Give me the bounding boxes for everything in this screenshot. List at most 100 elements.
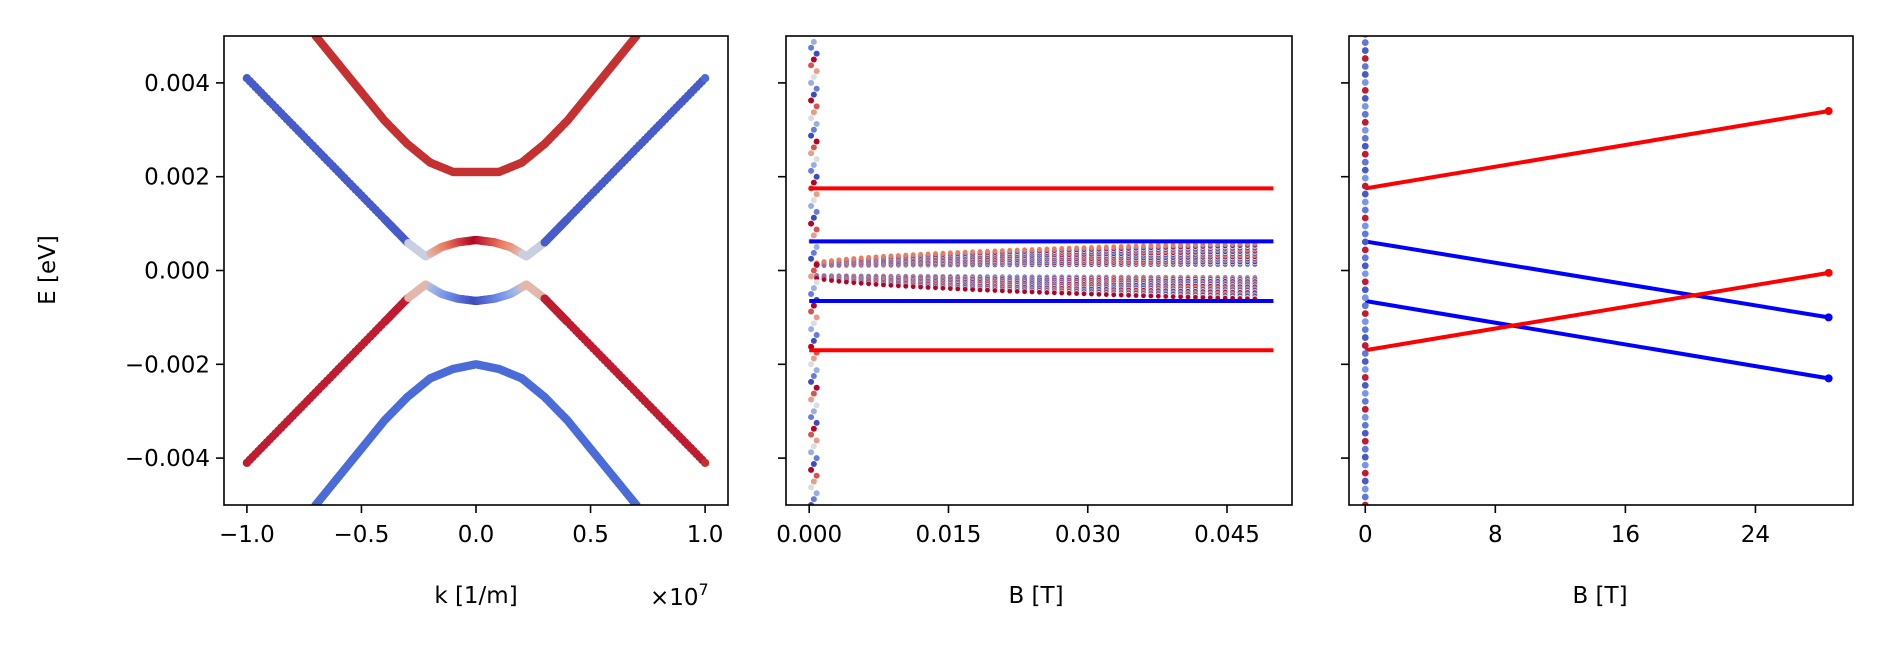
column-point: [1361, 118, 1369, 126]
column-point: [1361, 214, 1369, 222]
fan-point: [1111, 244, 1117, 250]
fan-point: [810, 144, 817, 151]
fan-point: [810, 91, 817, 98]
fan-point: [810, 214, 817, 221]
fan-point: [810, 408, 817, 415]
column-point: [1361, 493, 1369, 501]
fan-point: [851, 256, 857, 261]
column-point: [1361, 55, 1369, 62]
fan-point: [813, 490, 820, 497]
fan-point: [810, 267, 817, 274]
fan-point: [1207, 295, 1213, 301]
column-point: [1361, 485, 1369, 493]
x-tick-label: 0: [1358, 522, 1373, 548]
fan-point: [808, 466, 815, 473]
column-point: [1361, 286, 1369, 294]
column-point: [1361, 79, 1369, 86]
fan-point: [810, 126, 817, 133]
fan-point: [933, 285, 938, 291]
left-x-multiplier-exponent: 7: [699, 580, 709, 599]
fan-point: [808, 326, 815, 333]
fan-point: [808, 220, 815, 227]
fan-point: [810, 390, 817, 397]
fan-point: [810, 74, 817, 81]
fan-point: [970, 249, 976, 255]
fan-point: [858, 280, 864, 286]
fan-point: [895, 283, 901, 289]
fan-point: [810, 443, 817, 450]
fan-point: [1118, 292, 1124, 298]
level-line-2: [1364, 299, 1829, 381]
fan-point: [1007, 288, 1013, 294]
landau-fan: [808, 38, 1258, 505]
column-point: [1361, 270, 1369, 278]
fan-point: [1037, 289, 1042, 295]
fan-point: [992, 288, 998, 293]
x-tick-label: 1.0: [687, 522, 724, 548]
fan-point: [808, 484, 815, 491]
fan-point: [1133, 293, 1139, 298]
fan-point: [1178, 294, 1183, 300]
column-point: [1361, 477, 1369, 485]
fan-point: [810, 460, 817, 467]
y-tick-label: −0.002: [125, 352, 210, 378]
fan-point: [808, 115, 815, 122]
band-point: [700, 458, 710, 467]
fan-point: [1133, 243, 1139, 249]
fan-point: [1044, 246, 1050, 252]
column-point: [1361, 126, 1369, 134]
fan-point: [813, 85, 820, 92]
fan-point: [985, 248, 990, 254]
fan-point: [881, 253, 886, 259]
fan-point: [970, 287, 976, 292]
panel-middle-landau-fan: 0.000 0.015 0.030 0.045: [776, 35, 1293, 548]
fan-point: [813, 103, 820, 110]
fan-point: [810, 355, 817, 362]
fan-point: [810, 302, 817, 309]
fan-point: [895, 253, 901, 258]
column-point: [1361, 334, 1369, 341]
fan-point: [808, 203, 815, 210]
fan-point: [808, 449, 815, 456]
fan-point: [810, 249, 817, 256]
column-point: [1361, 302, 1369, 310]
fan-point: [925, 251, 931, 257]
column-point: [1361, 71, 1369, 78]
fan-point: [1103, 244, 1109, 250]
fan-point: [1014, 289, 1020, 294]
fan-point: [810, 197, 817, 204]
fan-point: [843, 256, 849, 262]
fan-point: [829, 278, 834, 283]
fan-point: [810, 179, 817, 186]
band-series-3: [242, 280, 710, 467]
fan-point: [808, 396, 815, 403]
fan-point: [813, 331, 820, 338]
fan-point: [808, 97, 815, 104]
x-tick-label: −1.0: [219, 522, 275, 548]
level-line-0: [1364, 109, 1829, 191]
column-point: [1361, 397, 1369, 405]
left-x-multiplier: ×107: [650, 580, 709, 611]
fan-point: [808, 167, 815, 174]
column-point: [1361, 453, 1369, 461]
fan-point: [836, 278, 842, 284]
fan-point: [1089, 291, 1094, 297]
column-point: [1361, 182, 1369, 190]
fan-point: [808, 44, 815, 51]
fan-point: [1126, 292, 1131, 298]
fan-point: [1148, 243, 1154, 248]
fan-point: [810, 337, 817, 344]
column-point: [1361, 318, 1369, 326]
band-series-2: [242, 74, 710, 261]
fan-point: [962, 286, 968, 292]
column-point: [1361, 429, 1369, 437]
fan-point: [888, 253, 894, 259]
fan-point: [918, 284, 924, 290]
column-point: [1361, 413, 1369, 421]
fan-point: [999, 248, 1005, 254]
fan-point: [810, 320, 817, 327]
axes-frame: [223, 35, 729, 506]
fan-point: [1059, 246, 1065, 251]
column-point: [1361, 63, 1369, 70]
